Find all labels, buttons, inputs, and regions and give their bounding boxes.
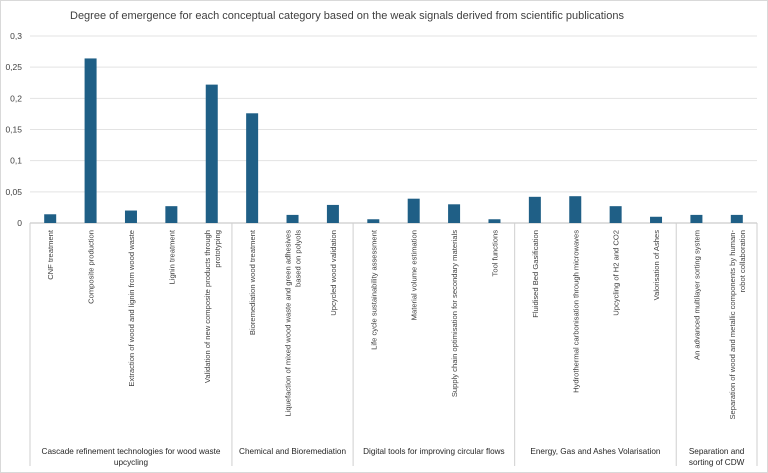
y-tick-label: 0,1 <box>10 156 22 166</box>
y-tick-label: 0,3 <box>10 31 22 41</box>
y-axis-ticks: 0 0,05 0,1 0,15 0,2 0,25 0,3 <box>5 31 22 228</box>
category-label: Material volume estimation <box>410 230 419 320</box>
bar <box>205 84 218 224</box>
bar <box>124 210 137 223</box>
group-label: Cascade refinement technologies for wood… <box>42 447 221 456</box>
group-label: Separation and <box>689 447 745 456</box>
gridlines <box>29 35 758 466</box>
bar <box>569 196 582 223</box>
group-label: Digital tools for improving circular flo… <box>363 447 505 456</box>
category-label: Tool functions <box>490 230 499 277</box>
category-label: Lignin treatment <box>167 229 176 284</box>
category-label: Bioremediation wood treatment <box>248 229 257 335</box>
bar <box>730 214 743 223</box>
group-label: Energy, Gas and Ashes Volarisation <box>530 447 660 456</box>
category-label: Validation of new composite products thr… <box>203 230 222 383</box>
bar <box>488 219 501 223</box>
category-label: Liquefaction of mixed wood waste and gre… <box>284 230 303 417</box>
category-label: Upcycled wood validation <box>329 230 338 316</box>
category-label: CNF treatment <box>46 229 55 280</box>
bar <box>367 219 380 223</box>
y-tick-label: 0,25 <box>5 62 22 72</box>
category-label: Composite production <box>87 230 96 304</box>
y-tick-label: 0,15 <box>5 125 22 135</box>
bar <box>650 216 663 223</box>
y-tick-label: 0,05 <box>5 187 22 197</box>
bar <box>44 214 57 223</box>
y-tick-label: 0 <box>17 218 22 228</box>
category-label: Extraction of wood and lignin from wood … <box>127 230 136 387</box>
bars <box>44 58 743 224</box>
bar <box>246 113 259 223</box>
group-label: Chemical and Bioremediation <box>239 447 346 456</box>
y-tick-label: 0,2 <box>10 93 22 103</box>
category-label: Valorisation of Ashes <box>652 230 661 301</box>
bar <box>690 214 703 223</box>
category-label: Separation of wood and metallic componen… <box>728 230 747 420</box>
bar <box>326 204 339 223</box>
group-label: upcycling <box>114 458 149 467</box>
bar <box>286 214 299 223</box>
bar <box>609 206 622 223</box>
bar <box>528 196 541 223</box>
bar <box>165 206 178 223</box>
category-label: Hydrothermal carbonisation through micro… <box>571 230 580 393</box>
bar <box>448 204 461 223</box>
bar <box>407 198 420 223</box>
category-label: Upcycling of H2 and CO2 <box>612 230 621 316</box>
category-label: Supply chain optimisation for secondary … <box>450 230 459 397</box>
category-label: An advanced multilayer sorting system <box>692 230 701 360</box>
category-labels: CNF treatment Composite production Extract… <box>46 229 747 419</box>
group-labels: Cascade refinement technologies for wood… <box>42 447 745 467</box>
chart-title: Degree of emergence for each conceptual … <box>70 10 624 22</box>
group-label: sorting of CDW <box>689 458 745 467</box>
category-label: Fluidised Bed Gasification <box>531 230 540 318</box>
category-label: Life cycle sustainability assessment <box>369 229 378 350</box>
bar <box>84 58 97 223</box>
